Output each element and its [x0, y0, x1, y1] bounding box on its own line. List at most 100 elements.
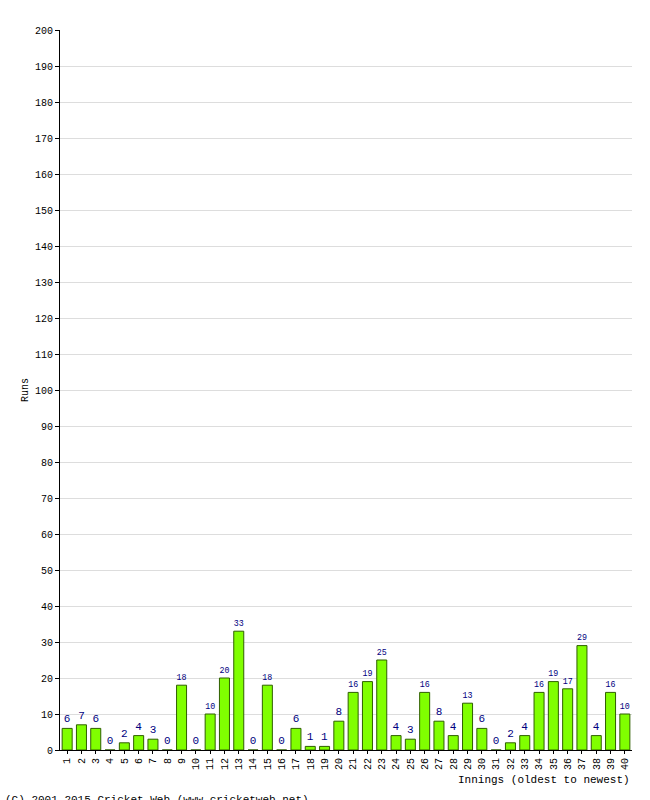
svg-text:130: 130	[35, 278, 53, 289]
svg-text:22: 22	[363, 758, 374, 770]
svg-text:0: 0	[493, 735, 500, 747]
svg-text:0: 0	[250, 735, 257, 747]
svg-text:6: 6	[64, 713, 71, 725]
svg-text:15: 15	[263, 758, 274, 770]
svg-text:3: 3	[407, 724, 414, 736]
svg-text:36: 36	[563, 758, 574, 770]
svg-text:4: 4	[393, 721, 400, 733]
svg-text:19: 19	[548, 669, 558, 679]
svg-text:6: 6	[134, 758, 145, 764]
svg-text:16: 16	[420, 680, 430, 690]
svg-text:3: 3	[150, 724, 157, 736]
svg-text:27: 27	[434, 758, 445, 770]
svg-text:13: 13	[463, 691, 473, 701]
svg-text:33: 33	[520, 758, 531, 770]
svg-text:20: 20	[219, 666, 229, 676]
svg-text:40: 40	[620, 758, 631, 770]
svg-text:18: 18	[306, 758, 317, 770]
svg-text:150: 150	[35, 206, 53, 217]
svg-text:50: 50	[41, 566, 53, 577]
svg-text:90: 90	[41, 422, 53, 433]
svg-text:17: 17	[563, 677, 573, 687]
svg-text:38: 38	[592, 758, 603, 770]
svg-text:1: 1	[321, 731, 328, 743]
svg-text:Innings (oldest to newest): Innings (oldest to newest)	[458, 774, 630, 786]
svg-text:5: 5	[120, 758, 131, 764]
svg-text:2: 2	[121, 728, 128, 740]
svg-text:10: 10	[620, 702, 630, 712]
svg-text:16: 16	[534, 680, 544, 690]
svg-text:10: 10	[191, 758, 202, 770]
svg-text:1: 1	[307, 731, 314, 743]
svg-text:16: 16	[348, 680, 358, 690]
svg-text:29: 29	[463, 758, 474, 770]
svg-text:4: 4	[521, 721, 528, 733]
svg-text:0: 0	[107, 735, 114, 747]
svg-text:24: 24	[391, 758, 402, 770]
svg-text:170: 170	[35, 134, 53, 145]
svg-text:30: 30	[477, 758, 488, 770]
svg-text:21: 21	[348, 758, 359, 770]
svg-text:31: 31	[491, 758, 502, 770]
svg-text:140: 140	[35, 242, 53, 253]
svg-text:37: 37	[577, 758, 588, 770]
svg-text:26: 26	[420, 758, 431, 770]
svg-text:0: 0	[164, 735, 171, 747]
svg-text:32: 32	[506, 758, 517, 770]
svg-text:17: 17	[291, 758, 302, 770]
svg-text:200: 200	[35, 26, 53, 37]
svg-text:0: 0	[193, 735, 200, 747]
svg-text:0: 0	[278, 735, 285, 747]
svg-text:19: 19	[320, 758, 331, 770]
svg-text:80: 80	[41, 458, 53, 469]
svg-text:6: 6	[293, 713, 300, 725]
svg-text:40: 40	[41, 602, 53, 613]
svg-text:2: 2	[507, 728, 514, 740]
svg-text:4: 4	[135, 721, 142, 733]
svg-text:4: 4	[593, 721, 600, 733]
svg-text:7: 7	[78, 710, 85, 722]
svg-text:11: 11	[205, 758, 216, 770]
svg-text:20: 20	[334, 758, 345, 770]
svg-text:(C) 2001-2015 Cricket Web (www: (C) 2001-2015 Cricket Web (www.cricketwe…	[5, 794, 309, 800]
svg-text:25: 25	[377, 648, 387, 658]
svg-text:3: 3	[91, 758, 102, 764]
svg-text:4: 4	[105, 758, 116, 764]
svg-text:30: 30	[41, 638, 53, 649]
svg-text:16: 16	[277, 758, 288, 770]
svg-text:180: 180	[35, 98, 53, 109]
svg-text:Runs: Runs	[20, 378, 31, 402]
svg-text:6: 6	[92, 713, 99, 725]
svg-text:190: 190	[35, 62, 53, 73]
svg-text:13: 13	[234, 758, 245, 770]
svg-text:8: 8	[336, 706, 343, 718]
svg-text:6: 6	[479, 713, 486, 725]
svg-text:110: 110	[35, 350, 53, 361]
svg-text:14: 14	[248, 758, 259, 770]
svg-text:100: 100	[35, 386, 53, 397]
svg-text:9: 9	[177, 758, 188, 764]
svg-text:33: 33	[234, 619, 244, 629]
svg-text:25: 25	[406, 758, 417, 770]
svg-text:29: 29	[577, 633, 587, 643]
svg-text:39: 39	[606, 758, 617, 770]
svg-text:70: 70	[41, 494, 53, 505]
svg-text:18: 18	[262, 673, 272, 683]
svg-text:10: 10	[205, 702, 215, 712]
svg-text:28: 28	[449, 758, 460, 770]
svg-text:8: 8	[436, 706, 443, 718]
svg-text:0: 0	[47, 746, 53, 757]
svg-text:2: 2	[77, 758, 88, 764]
svg-text:34: 34	[534, 758, 545, 770]
svg-text:8: 8	[163, 758, 174, 764]
svg-text:12: 12	[220, 758, 231, 770]
svg-text:18: 18	[177, 673, 187, 683]
svg-text:19: 19	[362, 669, 372, 679]
svg-text:20: 20	[41, 674, 53, 685]
svg-text:60: 60	[41, 530, 53, 541]
svg-text:160: 160	[35, 170, 53, 181]
svg-text:35: 35	[549, 758, 560, 770]
svg-text:120: 120	[35, 314, 53, 325]
svg-text:4: 4	[450, 721, 457, 733]
svg-text:10: 10	[41, 710, 53, 721]
